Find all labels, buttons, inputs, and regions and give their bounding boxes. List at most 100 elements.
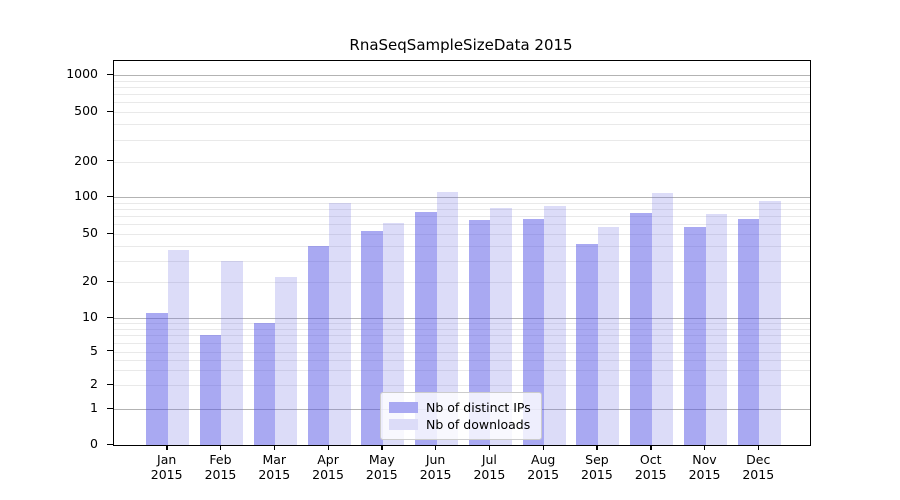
- legend-label: Nb of downloads: [426, 417, 531, 432]
- x-tick-label-jul: Jul 2015: [473, 452, 506, 482]
- minor-gridline: [114, 124, 810, 126]
- minor-gridline: [114, 161, 810, 163]
- bar-distinct-ips-jan: [146, 313, 168, 445]
- y-tick-mark: [107, 110, 113, 112]
- bar-distinct-ips-mar: [253, 323, 276, 445]
- bar-downloads-apr: [329, 203, 351, 445]
- minor-gridline: [114, 323, 810, 325]
- bar-downloads-dec: [759, 201, 781, 445]
- x-tick-mark: [704, 445, 706, 450]
- minor-gridline: [114, 224, 810, 226]
- x-tick-mark: [650, 445, 652, 450]
- minor-gridline: [114, 234, 810, 235]
- bar-downloads-may: [382, 222, 405, 445]
- bar-distinct-ips-sep: [576, 244, 598, 445]
- minor-gridline: [114, 216, 810, 218]
- y-tick-label: 20: [82, 273, 98, 288]
- bar-downloads-oct: [651, 192, 674, 445]
- bar-downloads-mar: [275, 277, 297, 445]
- y-tick-mark: [107, 195, 113, 197]
- x-tick-mark: [219, 445, 222, 450]
- legend-row: Nb of distinct IPs: [389, 399, 533, 416]
- major-gridline: [114, 197, 810, 198]
- minor-gridline: [114, 385, 810, 386]
- y-tick-mark: [107, 407, 113, 409]
- bar-downloads-jul: [490, 207, 512, 445]
- y-tick-label: 2: [90, 376, 98, 391]
- minor-gridline: [114, 112, 810, 113]
- minor-gridline: [114, 86, 810, 88]
- bar-downloads-feb: [221, 260, 243, 445]
- bar-downloads-sep: [597, 227, 620, 445]
- bar-distinct-ips-feb: [199, 335, 222, 445]
- legend-label: Nb of distinct IPs: [426, 400, 531, 415]
- minor-gridline: [114, 260, 810, 262]
- y-tick-mark: [107, 316, 113, 318]
- legend-swatch-icon: [389, 419, 418, 430]
- x-tick-mark: [273, 445, 276, 450]
- minor-gridline: [114, 359, 810, 361]
- x-tick-mark: [381, 445, 383, 450]
- legend-swatch-icon: [389, 402, 418, 413]
- bar-distinct-ips-nov: [684, 227, 706, 445]
- x-tick-label-dec: Dec 2015: [742, 452, 775, 482]
- x-tick-label-feb: Feb 2015: [204, 452, 237, 482]
- x-tick-label-may: May 2015: [365, 452, 398, 482]
- x-tick-label-nov: Nov 2015: [688, 452, 721, 482]
- bar-distinct-ips-aug: [522, 219, 545, 445]
- minor-gridline: [114, 102, 810, 104]
- bar-distinct-ips-dec: [737, 219, 760, 445]
- y-tick-mark: [107, 73, 113, 75]
- chart-title: RnaSeqSampleSizeData 2015: [349, 36, 573, 54]
- minor-gridline: [114, 80, 810, 82]
- plot-area: Nb of distinct IPs Nb of downloads: [113, 60, 811, 446]
- y-tick-label: 5: [90, 342, 98, 358]
- y-tick-mark: [107, 232, 113, 234]
- minor-gridline: [114, 208, 810, 210]
- bar-distinct-ips-jul: [468, 220, 491, 445]
- bar-distinct-ips-may: [361, 230, 383, 445]
- x-tick-label-jun: Jun 2015: [419, 452, 452, 482]
- y-tick-mark: [107, 443, 113, 445]
- x-tick-mark: [166, 445, 168, 450]
- bar-downloads-jun: [436, 192, 459, 445]
- x-tick-label-mar: Mar 2015: [258, 452, 291, 482]
- minor-gridline: [114, 342, 810, 344]
- major-gridline: [114, 75, 810, 76]
- x-tick-mark: [596, 445, 598, 450]
- x-tick-mark: [542, 445, 545, 450]
- x-tick-label-sep: Sep 2015: [581, 452, 613, 482]
- y-tick-label: 10: [82, 309, 98, 324]
- minor-gridline: [114, 94, 810, 96]
- legend: Nb of distinct IPs Nb of downloads: [380, 392, 542, 440]
- y-tick-label: 500: [74, 103, 98, 118]
- y-tick-label: 50: [82, 225, 98, 240]
- minor-gridline: [114, 282, 810, 283]
- bar-distinct-ips-apr: [307, 245, 330, 445]
- minor-gridline: [114, 139, 810, 141]
- y-tick-mark: [107, 350, 113, 352]
- minor-gridline: [114, 328, 810, 330]
- x-tick-label-apr: Apr 2015: [312, 452, 344, 482]
- minor-gridline: [114, 202, 810, 204]
- y-tick-label: 200: [74, 152, 98, 168]
- bar-distinct-ips-jun: [415, 211, 437, 445]
- y-tick-label: 1000: [66, 66, 98, 81]
- minor-gridline: [114, 351, 810, 353]
- y-tick-mark: [107, 383, 113, 385]
- x-tick-label-jan: Jan 2015: [150, 452, 183, 482]
- bar-downloads-aug: [544, 206, 566, 445]
- y-tick-label: 0: [90, 436, 98, 451]
- x-tick-mark: [757, 445, 760, 450]
- x-tick-label-oct: Oct 2015: [634, 452, 667, 482]
- y-tick-label: 100: [74, 188, 98, 203]
- y-tick-mark: [107, 160, 113, 162]
- y-tick-label: 1: [90, 400, 98, 415]
- major-gridline: [114, 318, 810, 319]
- x-tick-mark: [488, 445, 491, 450]
- bar-distinct-ips-oct: [630, 213, 652, 445]
- minor-gridline: [114, 370, 810, 372]
- minor-gridline: [114, 245, 810, 247]
- x-tick-label-aug: Aug 2015: [527, 452, 560, 482]
